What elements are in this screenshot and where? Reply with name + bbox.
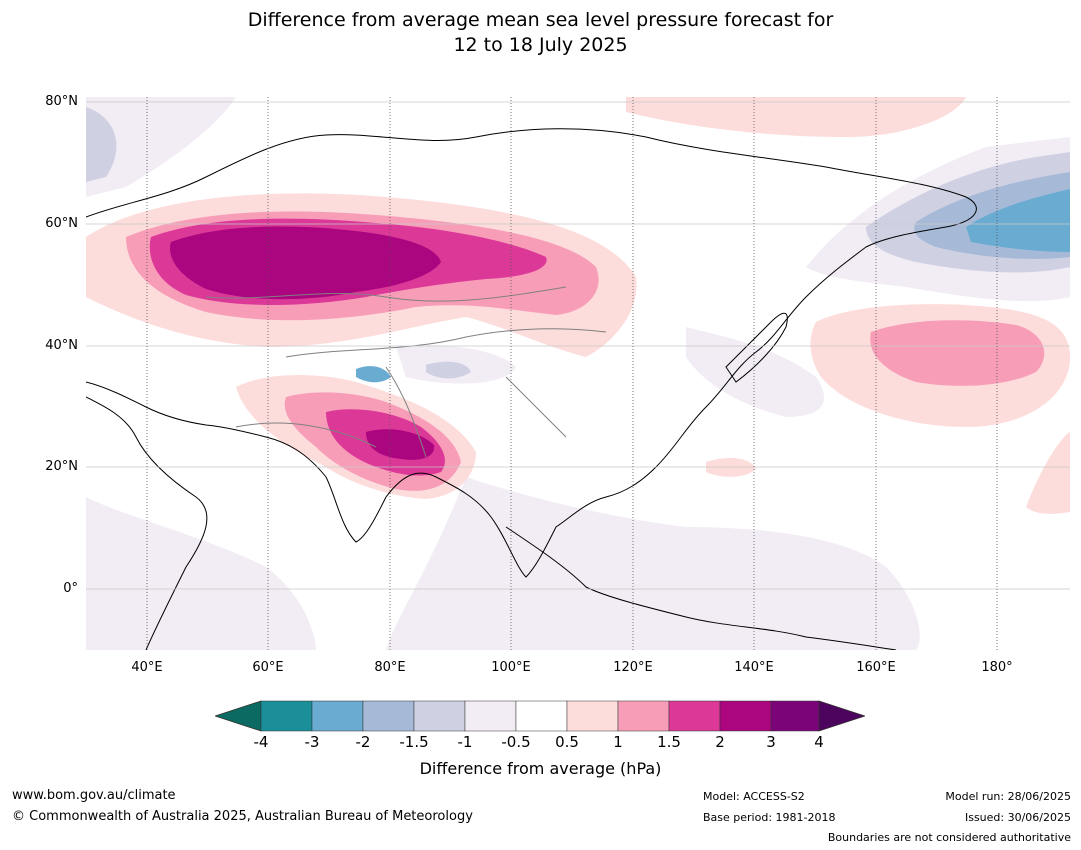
colorbar-swatch-m15-m1 xyxy=(413,700,466,732)
anomaly-region-pos-india-2 xyxy=(366,429,435,460)
colorbar-tick: -3 xyxy=(304,733,320,751)
colorbar-extend-high xyxy=(818,700,865,732)
colorbar-swatch-15-2 xyxy=(668,700,721,732)
lon-label-180: 180° xyxy=(981,660,1013,675)
colorbar-tick: -2 xyxy=(355,733,371,751)
lon-label-120e: 120°E xyxy=(613,660,653,675)
map-panel xyxy=(86,97,1070,650)
colorbar-extend-low xyxy=(215,700,262,732)
lat-label-20n: 20°N xyxy=(45,459,78,474)
colorbar-tick: 4 xyxy=(814,733,824,751)
website-link[interactable]: www.bom.gov.au/climate xyxy=(12,788,176,803)
anomaly-region-pos-north-pacific-1 xyxy=(870,320,1045,386)
anomaly-region-pos-east-pacific xyxy=(1026,432,1070,514)
lon-label-60e: 60°E xyxy=(252,660,284,675)
anomaly-region-neg-tropics xyxy=(386,477,920,650)
lon-label-140e: 140°E xyxy=(734,660,774,675)
anomaly-region-neg-tibet-inner xyxy=(426,361,471,379)
colorbar-swatch-m4-m3 xyxy=(260,700,313,732)
lat-gridlines xyxy=(86,101,1070,590)
lon-label-40e: 40°E xyxy=(131,660,163,675)
anomaly-region-pos-scs xyxy=(706,457,756,477)
colorbar xyxy=(215,700,865,732)
colorbar-swatch-3-4 xyxy=(770,700,820,732)
model-name: Model: ACCESS-S2 xyxy=(703,790,805,803)
colorbar-swatch-m2-m15 xyxy=(362,700,415,732)
anomaly-region-neg-arabia xyxy=(86,497,316,650)
anomaly-region-pos-central-asia-2 xyxy=(170,226,441,300)
lon-label-160e: 160°E xyxy=(856,660,896,675)
base-period: Base period: 1981-2018 xyxy=(703,811,836,824)
lat-label-80n: 80°N xyxy=(45,94,78,109)
title-line-1: Difference from average mean sea level p… xyxy=(247,9,834,31)
coastline-eurasia xyxy=(86,128,977,578)
coastline-japan xyxy=(725,312,788,383)
lon-label-100e: 100°E xyxy=(491,660,531,675)
colorbar-swatch-m1-m05 xyxy=(464,700,517,732)
model-run-date: Model run: 28/06/2025 xyxy=(945,790,1071,803)
colorbar-tick: -1.5 xyxy=(399,733,429,751)
colorbar-swatch-m05-05 xyxy=(515,700,568,732)
colorbar-title: Difference from average (hPa) xyxy=(419,759,662,778)
lon-gridlines xyxy=(146,97,998,650)
colorbar-tick: 1.5 xyxy=(657,733,681,751)
lat-label-60n: 60°N xyxy=(45,216,78,231)
pressure-anomaly-map xyxy=(86,97,1070,650)
coastline-africa xyxy=(86,396,208,650)
title-line-2: 12 to 18 July 2025 xyxy=(453,34,628,56)
colorbar-tick: 0.5 xyxy=(555,733,579,751)
lat-label-0: 0° xyxy=(63,581,78,596)
colorbar-swatch-2-3 xyxy=(719,700,772,732)
anomaly-region-neg-kashmir xyxy=(356,366,391,383)
lon-label-80e: 80°E xyxy=(374,660,406,675)
colorbar-swatch-1-15 xyxy=(617,700,670,732)
colorbar-tick: -1 xyxy=(457,733,473,751)
colorbar-tick: -0.5 xyxy=(501,733,531,751)
boundaries-disclaimer: Boundaries are not considered authoritat… xyxy=(827,831,1071,844)
colorbar-tick: 2 xyxy=(715,733,725,751)
colorbar-swatch-m3-m2 xyxy=(311,700,364,732)
chart-title: Difference from average mean sea level p… xyxy=(0,8,1081,58)
anomaly-region-pos-arctic xyxy=(626,97,966,137)
anomaly-region-neg-nw-inner xyxy=(86,107,117,182)
colorbar-tick: 3 xyxy=(766,733,776,751)
lat-label-40n: 40°N xyxy=(45,338,78,353)
colorbar-tick: -4 xyxy=(253,733,269,751)
country-borders xyxy=(205,286,607,458)
colorbar-swatch-05-1 xyxy=(566,700,619,732)
coastline-maritime-continent xyxy=(505,526,897,650)
anomaly-region-neg-northwest xyxy=(86,97,236,197)
colorbar-tick: 1 xyxy=(613,733,623,751)
anomaly-region-neg-pacific-m3 xyxy=(966,189,1070,252)
anomaly-region-neg-japan xyxy=(686,327,825,417)
copyright-text: © Commonwealth of Australia 2025, Austra… xyxy=(12,809,473,824)
issued-date: Issued: 30/06/2025 xyxy=(964,811,1071,824)
